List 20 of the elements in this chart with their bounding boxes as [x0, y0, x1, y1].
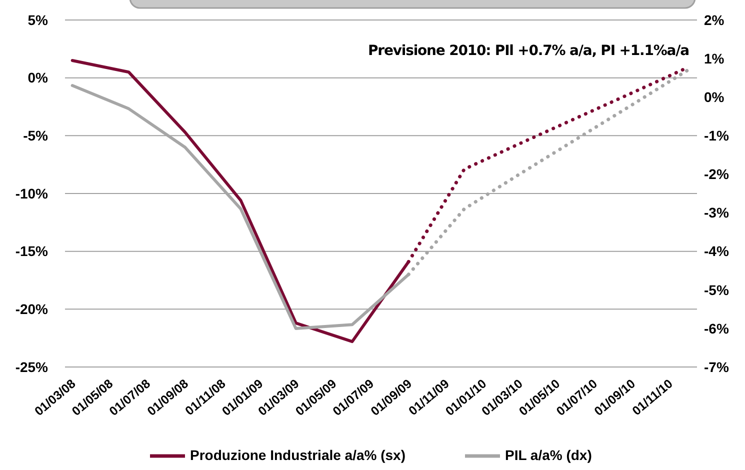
y-tick-label: 5%: [28, 12, 49, 28]
y-tick-label: -5%: [23, 128, 49, 144]
y-tick-label: -15%: [15, 243, 49, 260]
y2-tick-label: -4%: [704, 243, 730, 260]
y-tick-label: -25%: [15, 358, 49, 375]
y2-tick-label: 0%: [704, 89, 725, 106]
y-tick-label: -20%: [15, 301, 49, 318]
y2-tick-label: -3%: [704, 204, 730, 221]
y2-tick-label: -5%: [704, 282, 730, 298]
legend-label: Produzione Industriale a/a% (sx): [190, 447, 406, 463]
y2-tick-label: 1%: [704, 50, 725, 66]
y2-tick-label: -2%: [704, 166, 730, 182]
annotation: Previsione 2010: PIl +0.7% a/a, PI +1.1%a/a: [368, 43, 690, 59]
legend-label: PIL a/a% (dx): [505, 447, 592, 463]
y2-tick-label: -6%: [704, 320, 730, 336]
y2-tick-label: -7%: [704, 358, 730, 375]
y2-tick-label: -1%: [704, 128, 730, 144]
y2-tick-label: 2%: [704, 12, 725, 28]
y-tick-label: 0%: [28, 70, 49, 86]
y-tick-label: -10%: [15, 185, 49, 202]
